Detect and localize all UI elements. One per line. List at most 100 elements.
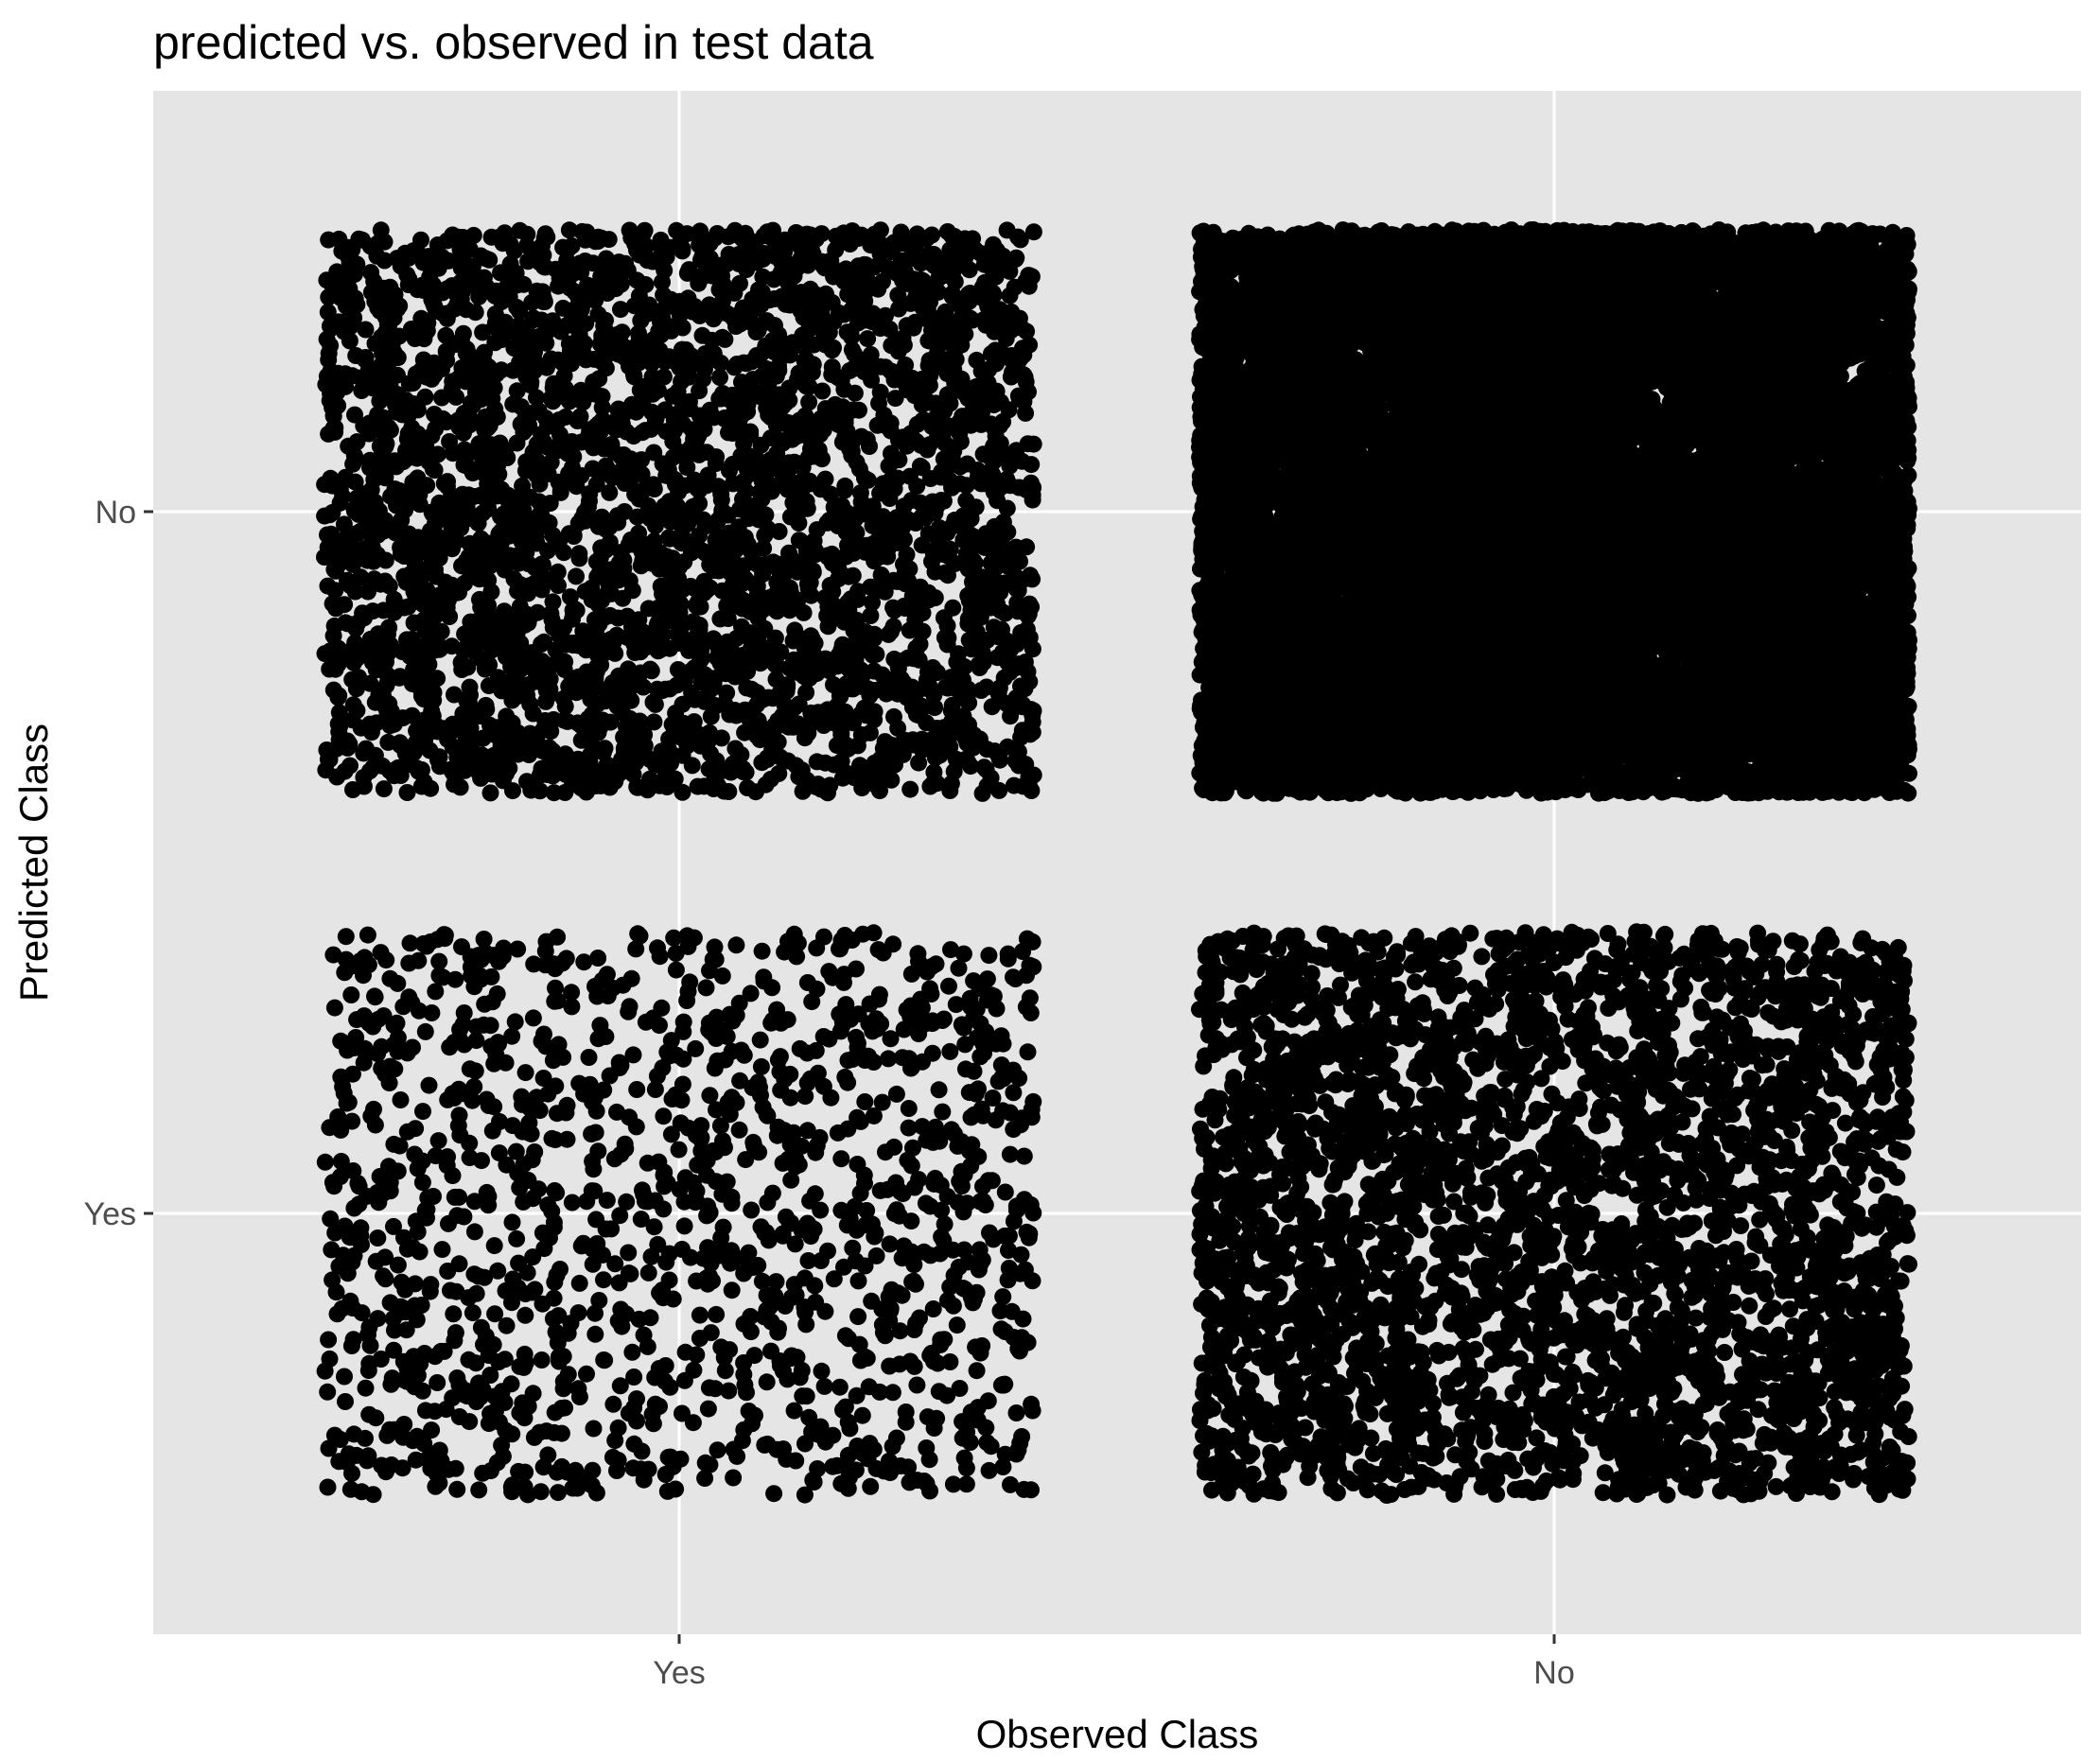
data-point — [418, 322, 436, 340]
data-point — [871, 221, 889, 239]
data-point — [749, 285, 767, 303]
data-point — [489, 530, 507, 548]
data-point — [320, 231, 338, 249]
data-point — [537, 692, 554, 710]
data-point — [564, 610, 581, 628]
data-point — [800, 393, 818, 411]
data-point — [344, 555, 361, 573]
data-point — [1020, 383, 1037, 401]
data-point — [840, 264, 858, 282]
data-point — [1010, 351, 1028, 369]
data-point — [953, 336, 971, 354]
data-point — [362, 264, 380, 282]
data-point — [661, 680, 678, 698]
data-point — [375, 780, 393, 798]
data-point — [380, 577, 398, 595]
data-point — [1016, 654, 1034, 671]
data-point — [327, 562, 344, 580]
data-point — [372, 221, 390, 239]
data-point — [404, 375, 422, 392]
data-point — [649, 304, 667, 322]
data-point — [952, 674, 970, 692]
data-point — [584, 460, 602, 478]
data-point — [381, 278, 399, 296]
data-point — [815, 321, 833, 339]
data-point — [359, 583, 376, 601]
data-point — [446, 776, 463, 793]
data-point — [427, 363, 445, 381]
data-point — [968, 582, 986, 600]
data-point — [386, 597, 404, 615]
data-point — [565, 527, 583, 544]
data-point — [889, 719, 907, 737]
data-point — [607, 626, 625, 644]
data-point — [341, 280, 359, 298]
data-point — [713, 267, 731, 285]
data-point — [770, 523, 788, 540]
data-point — [766, 317, 783, 335]
data-point — [889, 685, 907, 703]
data-point — [534, 654, 552, 671]
data-point — [694, 511, 712, 529]
data-point — [516, 407, 534, 425]
data-point — [958, 689, 976, 706]
data-point — [913, 395, 931, 413]
data-point — [411, 246, 429, 264]
data-point — [581, 746, 599, 764]
data-point — [735, 354, 753, 372]
data-point — [568, 567, 585, 585]
data-point — [748, 591, 765, 609]
data-point — [452, 519, 470, 537]
data-point — [1002, 368, 1020, 386]
data-point — [864, 516, 882, 534]
data-point — [324, 504, 341, 521]
data-point — [418, 725, 436, 743]
data-point — [962, 510, 980, 528]
data-point — [973, 389, 991, 407]
data-point — [946, 511, 964, 529]
data-point — [799, 580, 817, 598]
data-point — [960, 631, 978, 649]
data-point — [691, 382, 709, 400]
data-point — [587, 386, 605, 404]
data-point — [918, 230, 936, 248]
data-point — [785, 267, 803, 285]
data-point — [651, 621, 669, 639]
data-point — [680, 368, 698, 386]
data-point — [696, 345, 714, 363]
data-point — [630, 535, 648, 553]
data-point — [404, 473, 422, 491]
data-point — [473, 361, 491, 379]
data-point — [960, 292, 978, 310]
data-point — [973, 784, 991, 802]
data-point — [950, 377, 968, 395]
data-point — [889, 469, 906, 487]
data-point — [987, 559, 1005, 577]
data-point — [601, 778, 619, 796]
data-point — [1024, 435, 1042, 453]
data-point — [882, 422, 900, 440]
data-point — [726, 399, 744, 417]
data-point — [610, 667, 628, 685]
data-point — [904, 736, 922, 754]
data-point — [641, 510, 659, 528]
data-point — [464, 226, 482, 244]
data-point — [895, 497, 913, 515]
data-point — [885, 234, 903, 252]
data-point — [977, 760, 995, 778]
data-point — [789, 715, 807, 733]
data-point — [477, 696, 495, 714]
data-point — [353, 382, 371, 399]
data-point — [859, 680, 877, 698]
data-point — [519, 578, 537, 596]
data-point — [810, 443, 828, 461]
data-point — [740, 628, 758, 645]
data-point — [437, 326, 455, 344]
data-point — [964, 562, 981, 580]
data-point — [1015, 755, 1033, 773]
data-point — [858, 430, 876, 448]
data-point — [426, 641, 444, 659]
data-point — [998, 221, 1016, 239]
data-point — [821, 706, 839, 724]
data-point — [632, 643, 650, 661]
